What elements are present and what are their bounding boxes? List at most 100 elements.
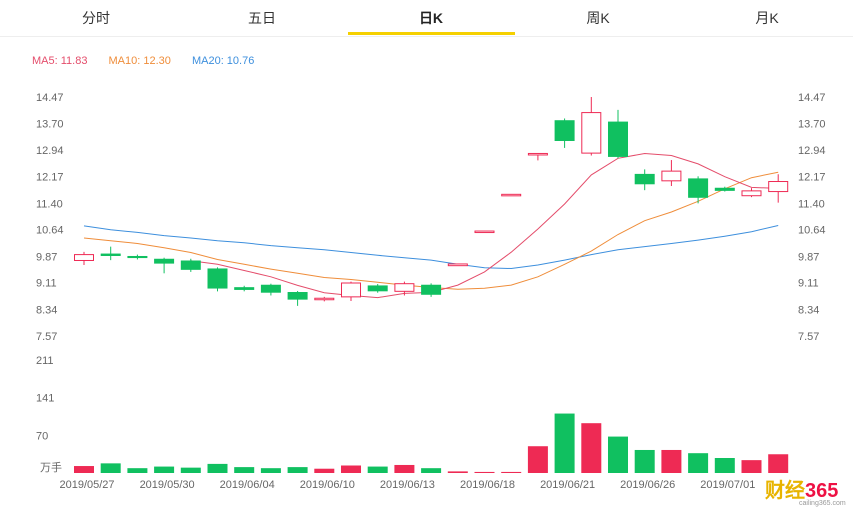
price-tick-left: 13.70	[36, 119, 64, 131]
tab-weekly-k[interactable]: 周K	[586, 10, 610, 26]
watermark-logo: 财经365 cailing365.com	[765, 480, 846, 507]
ma5-line	[190, 152, 779, 299]
volume-bar	[661, 449, 682, 473]
volume-bar	[207, 463, 228, 473]
candle-body	[608, 121, 628, 157]
candle-body	[634, 173, 655, 185]
ma10-legend: MA10: 12.30	[108, 55, 171, 67]
candle-body	[127, 255, 148, 259]
candle-body	[314, 297, 335, 301]
candle-body	[688, 178, 709, 198]
price-tick-right: 9.11	[798, 278, 819, 290]
candle-body	[341, 282, 361, 298]
active-tab-indicator	[348, 32, 515, 35]
volume-bar	[501, 471, 522, 473]
price-tick-right: 10.64	[798, 225, 826, 237]
volume-bar	[581, 423, 602, 473]
volume-bar	[367, 466, 388, 473]
volume-tick: 211	[36, 355, 54, 367]
volume-bar	[474, 471, 495, 473]
price-tick-left: 9.11	[36, 278, 57, 290]
volume-bar	[447, 471, 468, 473]
volume-tick: 141	[36, 392, 54, 404]
candle-body	[447, 263, 468, 267]
price-tick-right: 12.94	[798, 145, 826, 157]
candle-body	[581, 112, 602, 154]
tab-intraday[interactable]: 分时	[82, 10, 110, 26]
candle-body	[367, 285, 388, 292]
volume-bar	[127, 468, 148, 473]
candle-body	[74, 254, 94, 261]
volume-bar	[768, 454, 789, 473]
volume-bar	[688, 453, 709, 473]
candle-body	[714, 187, 735, 191]
volume-bar	[634, 449, 655, 473]
volume-bar	[287, 467, 308, 473]
candle-body	[501, 193, 522, 197]
price-tick-left: 12.17	[36, 172, 64, 184]
price-tick-right: 13.70	[798, 119, 826, 131]
volume-bar	[234, 467, 255, 473]
volume-bar	[421, 468, 442, 473]
price-tick-right: 7.57	[798, 331, 819, 343]
price-tick-left: 8.34	[36, 304, 57, 316]
price-tick-left: 10.64	[36, 225, 64, 237]
price-tick-right: 9.87	[798, 251, 819, 263]
tab-five-day[interactable]: 五日	[248, 10, 276, 26]
volume-bar	[154, 466, 175, 473]
volume-bar	[260, 468, 281, 473]
volume-tick: 70	[36, 431, 48, 443]
date-tick: 2019/06/18	[460, 479, 515, 491]
price-tick-left: 11.40	[36, 198, 63, 210]
price-tick-right: 8.34	[798, 304, 819, 316]
price-tick-right: 11.40	[798, 198, 825, 210]
price-tick-left: 9.87	[36, 251, 57, 263]
candle-body	[394, 283, 415, 292]
date-tick: 2019/05/30	[140, 479, 195, 491]
candle-body	[421, 284, 442, 295]
volume-bar	[341, 465, 361, 473]
date-tick: 2019/06/21	[540, 479, 595, 491]
candle-body	[527, 152, 548, 156]
candle-body	[234, 287, 255, 290]
ma-legend: MA5: 11.83 MA10: 12.30 MA20: 10.76	[32, 55, 272, 67]
candle-body	[260, 284, 281, 293]
tab-daily-k[interactable]: 日K	[418, 10, 444, 26]
candle-body	[554, 120, 575, 141]
volume-bar	[554, 413, 575, 473]
ma20-legend: MA20: 10.76	[191, 55, 255, 67]
candle-body	[154, 258, 175, 264]
volume-bar	[314, 468, 335, 473]
volume-bar	[608, 436, 628, 473]
candle-body	[741, 190, 762, 197]
date-tick: 2019/05/27	[59, 479, 114, 491]
volume-bar	[714, 458, 735, 473]
volume-bar	[527, 446, 548, 473]
price-tick-left: 14.47	[36, 92, 64, 104]
volume-bar	[100, 463, 121, 473]
volume-bar	[741, 460, 762, 473]
date-tick: 2019/07/01	[700, 479, 755, 491]
price-tick-right: 12.17	[798, 172, 826, 184]
candle-body	[100, 253, 121, 256]
ma5-legend: MA5: 11.83	[32, 55, 88, 67]
candle-body	[180, 260, 201, 270]
date-tick: 2019/06/04	[220, 479, 275, 491]
candle-body	[474, 230, 495, 234]
candle-body	[207, 268, 228, 289]
volume-bar	[74, 466, 94, 473]
tab-monthly-k[interactable]: 月K	[755, 10, 779, 26]
ma10-line	[83, 171, 779, 290]
date-tick: 2019/06/10	[300, 479, 355, 491]
price-tick-left: 12.94	[36, 145, 64, 157]
candle-body	[287, 292, 308, 300]
price-tick-left: 7.57	[36, 331, 57, 343]
volume-bar	[180, 467, 201, 473]
volume-bar	[394, 464, 415, 473]
ma20-line	[83, 225, 779, 270]
volume-unit: 万手	[40, 460, 62, 474]
candle-body	[661, 170, 682, 182]
date-tick: 2019/06/13	[380, 479, 435, 491]
period-tabs: 分时 五日 日K 周K 月K	[0, 0, 853, 37]
